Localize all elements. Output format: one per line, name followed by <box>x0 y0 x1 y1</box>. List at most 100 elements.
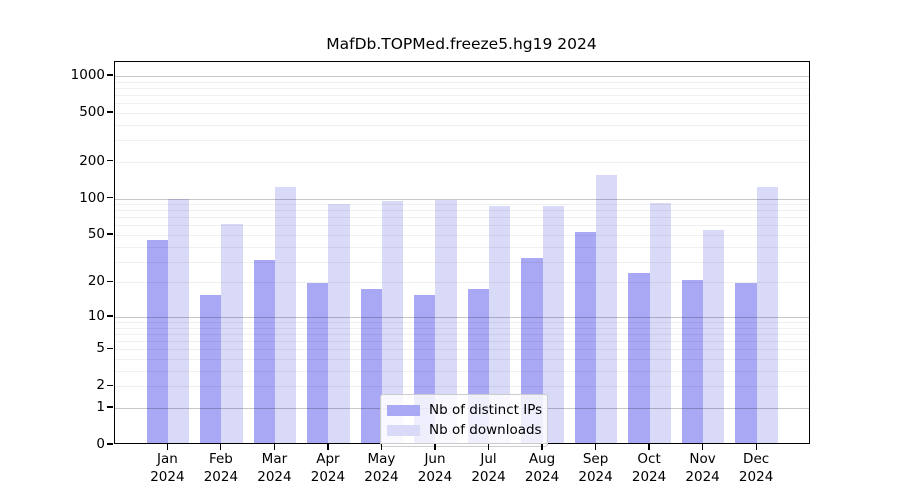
gridline-major-100 <box>114 198 809 200</box>
y-tick-mark-200 <box>107 160 113 162</box>
bar-oct-distinct-ips <box>628 273 650 443</box>
gridline-minor-70 <box>114 217 809 219</box>
gridline-minor-9 <box>114 322 809 324</box>
bar-jul-downloads <box>489 206 511 443</box>
legend-item-distinct-ips: Nb of distinct IPs <box>387 400 542 420</box>
y-tick-label-200: 200 <box>79 152 105 169</box>
gridline-minor-500 <box>114 112 809 114</box>
bar-mar-downloads <box>274 187 297 443</box>
x-tick-label-mar: Mar 2024 <box>257 451 292 485</box>
x-tick-mark-may <box>380 444 383 450</box>
x-tick-label-jun: Jun 2024 <box>417 451 453 485</box>
legend: Nb of distinct IPs Nb of downloads <box>380 394 548 447</box>
y-tick-label-20: 20 <box>87 273 105 290</box>
y-tick-label-500: 500 <box>79 103 105 120</box>
bar-may-downloads <box>381 200 404 443</box>
gridline-minor-80 <box>114 210 809 212</box>
x-tick-label-dec: Dec 2024 <box>738 451 774 485</box>
bar-dec-downloads <box>756 187 778 443</box>
y-tick-label-1: 1 <box>96 398 105 415</box>
chart-title: MafDb.TOPMed.freeze5.hg19 2024 <box>326 35 597 53</box>
bar-jun-downloads <box>435 200 457 443</box>
gridline-minor-30 <box>114 261 809 263</box>
y-tick-mark-0 <box>107 443 113 445</box>
gridline-minor-40 <box>114 246 809 248</box>
x-tick-mark-mar <box>273 444 276 450</box>
gridline-minor-7 <box>114 333 809 335</box>
gridline-minor-700 <box>114 95 809 97</box>
y-tick-mark-50 <box>107 233 113 235</box>
y-tick-mark-2 <box>107 384 113 386</box>
y-tick-mark-20 <box>107 280 113 282</box>
gridline-minor-200 <box>114 161 809 163</box>
y-tick-label-50: 50 <box>87 225 105 242</box>
gridline-minor-3 <box>114 370 809 372</box>
gridline-minor-400 <box>114 124 809 126</box>
bar-oct-downloads <box>649 203 671 443</box>
x-tick-label-sep: Sep 2024 <box>578 451 613 485</box>
legend-item-downloads: Nb of downloads <box>387 420 542 440</box>
gridline-minor-2 <box>114 386 809 388</box>
x-tick-label-oct: Oct 2024 <box>631 451 667 485</box>
x-tick-label-jul: Jul 2024 <box>471 451 506 485</box>
y-tick-mark-100 <box>107 196 113 199</box>
y-tick-mark-5 <box>107 347 113 349</box>
x-tick-label-nov: Nov 2024 <box>685 451 720 485</box>
bar-sep-downloads <box>596 175 618 443</box>
y-tick-label-100: 100 <box>79 189 105 206</box>
gridline-minor-8 <box>114 327 809 329</box>
gridline-minor-600 <box>114 103 809 105</box>
x-tick-mark-feb <box>220 444 222 450</box>
x-tick-label-feb: Feb 2024 <box>203 451 239 485</box>
legend-label-downloads: Nb of downloads <box>429 422 542 438</box>
x-tick-label-aug: Aug 2024 <box>524 451 560 485</box>
x-tick-mark-oct <box>648 444 650 450</box>
x-tick-mark-jan <box>166 444 168 450</box>
bar-nov-distinct-ips <box>681 280 704 443</box>
gridline-minor-90 <box>114 204 809 206</box>
bar-apr-downloads <box>328 203 350 443</box>
legend-swatch-distinct-ips <box>387 404 420 416</box>
y-tick-label-1000: 1000 <box>70 67 105 83</box>
gridline-minor-20 <box>114 282 809 284</box>
x-tick-label-may: May 2024 <box>364 451 399 485</box>
x-tick-mark-sep <box>594 444 597 450</box>
y-tick-mark-1000 <box>107 74 113 76</box>
x-tick-mark-aug <box>541 444 543 450</box>
bar-feb-distinct-ips <box>200 294 222 443</box>
x-tick-mark-jun <box>434 444 436 450</box>
gridline-major-1000 <box>114 76 809 77</box>
y-tick-label-2: 2 <box>96 377 105 394</box>
y-tick-mark-500 <box>107 111 113 113</box>
x-tick-mark-apr <box>327 444 329 450</box>
plot-area: Nb of distinct IPs Nb of downloads <box>113 61 810 447</box>
gridlines-layer <box>114 62 809 443</box>
gridline-minor-60 <box>114 225 809 227</box>
bars-layer <box>115 62 810 443</box>
gridline-minor-800 <box>114 87 809 89</box>
bar-feb-downloads <box>221 224 243 443</box>
x-tick-label-jan: Jan 2024 <box>150 451 185 485</box>
x-tick-mark-jul <box>487 444 490 450</box>
bar-mar-distinct-ips <box>253 259 275 443</box>
bar-may-distinct-ips <box>360 288 382 443</box>
bar-apr-distinct-ips <box>307 283 329 443</box>
bar-dec-distinct-ips <box>735 283 757 443</box>
y-tick-label-10: 10 <box>87 307 105 324</box>
gridline-minor-300 <box>114 140 809 142</box>
x-tick-mark-nov <box>701 444 704 450</box>
x-tick-mark-dec <box>755 444 757 450</box>
bar-jan-downloads <box>167 199 190 443</box>
legend-swatch-downloads <box>387 424 420 436</box>
gridline-minor-5 <box>114 349 809 351</box>
y-tick-mark-1 <box>107 406 113 408</box>
y-tick-label-5: 5 <box>96 340 105 357</box>
gridline-minor-4 <box>114 359 809 361</box>
bar-sep-distinct-ips <box>574 231 597 443</box>
gridline-major-10 <box>114 316 809 318</box>
bar-jan-distinct-ips <box>146 239 168 443</box>
bar-aug-downloads <box>542 205 564 443</box>
